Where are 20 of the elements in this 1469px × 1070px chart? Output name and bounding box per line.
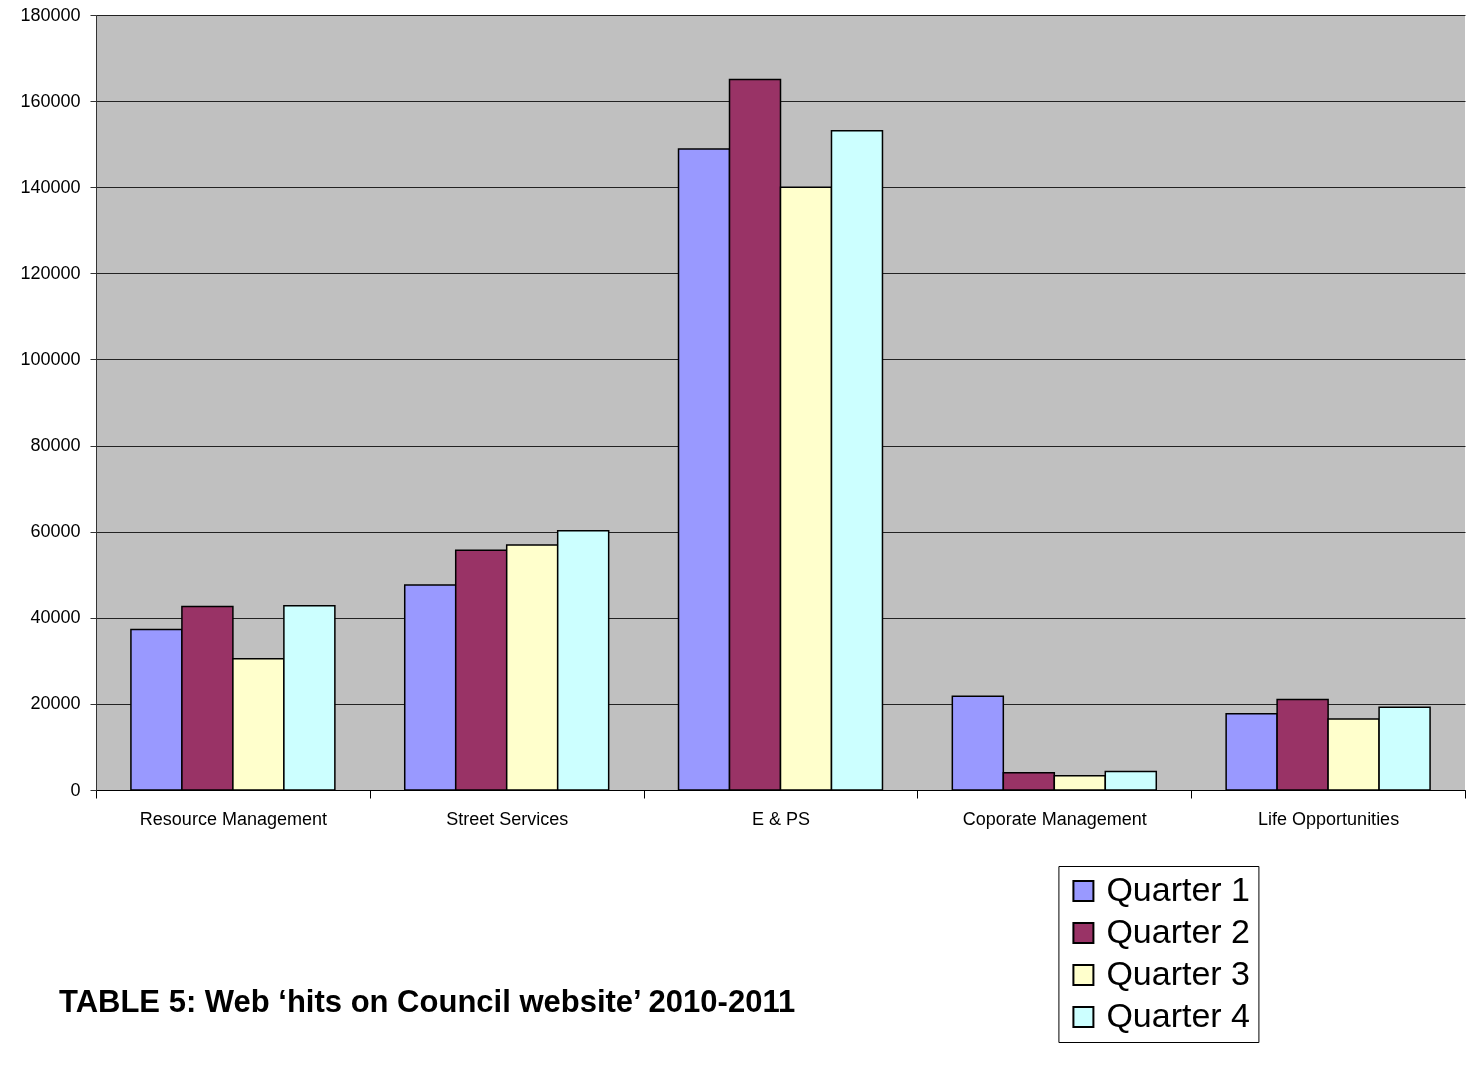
y-tick-label: 140000 (20, 176, 81, 197)
x-tick-label: Street Services (446, 808, 569, 829)
y-tick-label: 0 (70, 779, 81, 800)
y-tick-label: 40000 (30, 607, 81, 628)
y-tick-label: 60000 (30, 521, 81, 542)
legend-label: Quarter 3 (1106, 954, 1251, 992)
x-tick-label: Coporate Management (962, 808, 1147, 829)
x-tick-label: Resource Management (139, 808, 327, 829)
x-tick-label: Life Opportunities (1258, 808, 1400, 829)
y-tick-label: 100000 (20, 348, 81, 369)
y-tick-label: 80000 (30, 435, 81, 456)
legend-label: Quarter 4 (1106, 996, 1251, 1034)
legend-label: Quarter 1 (1106, 870, 1251, 908)
x-tick-label: E & PS (751, 808, 811, 829)
legend-label: Quarter 2 (1106, 912, 1251, 950)
y-tick-label: 120000 (20, 262, 81, 283)
y-tick-label: 20000 (30, 693, 81, 714)
y-tick-label: 180000 (20, 4, 81, 25)
text: TABLE 5: Web ‘hits on Council website’ 2010-2011 (59, 984, 796, 1019)
y-tick-label: 160000 (20, 90, 81, 111)
